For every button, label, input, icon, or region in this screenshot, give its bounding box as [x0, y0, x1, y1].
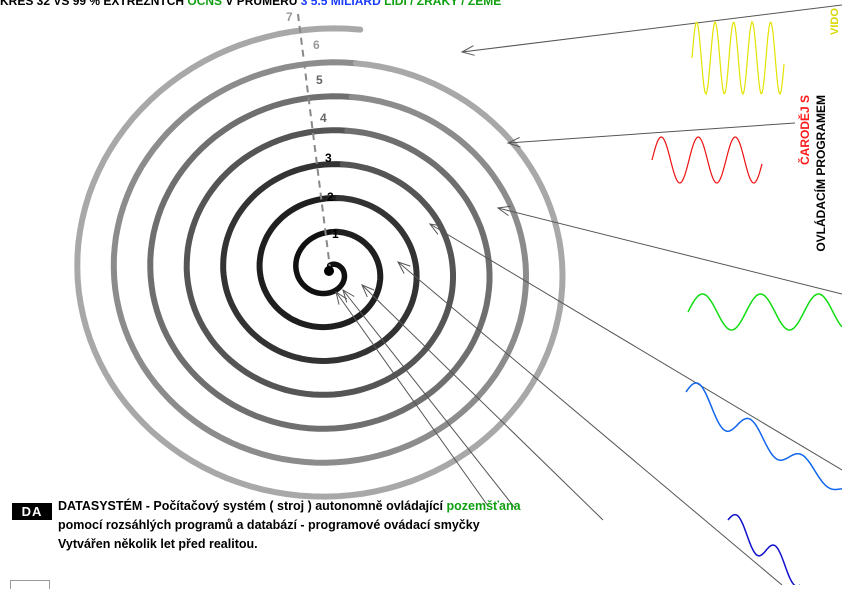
- legend-line-1: DATASYSTÉM - Počítačový systém ( stroj )…: [58, 499, 447, 513]
- pointer-line: [397, 261, 783, 585]
- pointer-line: [361, 284, 604, 521]
- side-label-black: OVLÁDACÍM PROGRAMEM: [814, 95, 828, 252]
- pointer-arrowhead: [506, 136, 521, 148]
- spiral-turn: [183, 127, 456, 398]
- pointer-arrowhead: [396, 261, 411, 274]
- turn-label: 4: [320, 111, 327, 125]
- spiral-turn: [293, 229, 348, 297]
- wave-blue: [685, 382, 842, 491]
- pointer-line: [335, 291, 489, 507]
- pointer-line: [342, 289, 516, 509]
- header-banner: KRES 32 VS 99 % EXTRÉZNTCH OČNS V PRŮMĚR…: [0, 0, 800, 8]
- pointer-arrowhead: [460, 45, 475, 56]
- turn-labels: 1 2 3 4 5 6 7: [286, 10, 339, 241]
- spiral-axis-dashed: [297, 13, 331, 269]
- wave-red: [651, 136, 763, 184]
- legend-line-2: pomocí rozsáhlých programů a databází - …: [58, 518, 480, 532]
- header-text-blue: 3 5.5 MILIARD: [300, 0, 381, 8]
- turn-label: 1: [332, 227, 339, 241]
- spiral-turn: [147, 93, 493, 432]
- wave-darkblue: [727, 513, 800, 585]
- header-text-2: V PRŮMĚRU: [222, 0, 301, 8]
- side-label-video: VIDO: [829, 8, 841, 35]
- spiral-center-dot: [324, 266, 334, 276]
- header-text-green: OČNS: [187, 0, 223, 8]
- pointer-line: [497, 207, 842, 295]
- wave-yellow: [691, 20, 785, 96]
- header-text-1: KRES 32 VS 99 % EXTRÉZNTCH: [0, 0, 188, 8]
- spiral: [74, 25, 566, 500]
- turn-label: 3: [325, 151, 332, 165]
- pointer-arrowhead: [428, 223, 443, 235]
- turn-label: 5: [316, 73, 323, 87]
- wave-green: [687, 293, 842, 331]
- pointer-line: [507, 122, 796, 144]
- pointer-lines: [335, 4, 842, 585]
- pointer-line: [429, 223, 842, 471]
- pointer-arrowhead: [335, 290, 348, 305]
- spiral-turn: [110, 59, 530, 466]
- legend-line-1-green: pozemšťana: [446, 499, 521, 513]
- spiral-turn: [220, 161, 420, 365]
- spiral-turn: [74, 25, 566, 500]
- legend-badge: DA: [12, 503, 52, 520]
- legend-text: DATASYSTÉM - Počítačový systém ( stroj )…: [58, 497, 521, 554]
- header-text-green-2: LIDÍ / ZRAKY / ZEMĚ: [384, 0, 502, 8]
- side-label-red: ČARODĚJ S: [798, 95, 812, 166]
- turn-label: 2: [327, 190, 334, 204]
- pointer-arrowhead: [361, 284, 375, 298]
- pointer-arrowhead: [496, 205, 511, 217]
- spiral-turn: [256, 194, 384, 331]
- turn-label: 7: [286, 10, 293, 24]
- turn-label: 6: [313, 38, 320, 52]
- waveforms: [651, 20, 842, 585]
- legend-line-3: Vytvářen několik let před realitou.: [58, 537, 258, 551]
- pointer-line: [461, 4, 842, 53]
